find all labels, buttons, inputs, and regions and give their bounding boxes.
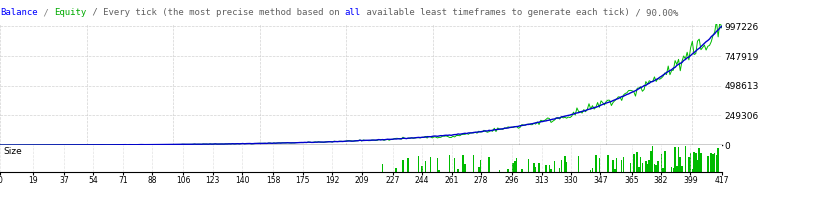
Bar	[629, 163, 631, 172]
Text: all: all	[344, 8, 360, 17]
Bar	[620, 160, 622, 172]
Bar	[563, 156, 565, 172]
Bar	[660, 154, 661, 172]
Bar	[649, 151, 651, 172]
Bar	[696, 160, 698, 172]
Bar	[448, 155, 450, 172]
Bar	[692, 152, 694, 172]
Bar	[698, 148, 699, 172]
Bar	[699, 153, 701, 172]
Bar	[395, 168, 396, 172]
Bar	[381, 164, 382, 172]
Bar	[473, 155, 474, 172]
Bar	[507, 169, 509, 172]
Bar	[457, 169, 459, 172]
Bar	[545, 165, 546, 172]
Bar	[488, 157, 489, 172]
Bar	[637, 167, 639, 172]
Bar	[677, 147, 678, 172]
Text: / Every tick (the most precise method based on: / Every tick (the most precise method ba…	[87, 8, 344, 17]
Text: Balance: Balance	[1, 8, 38, 17]
Bar	[402, 160, 403, 172]
Bar	[514, 161, 515, 172]
Text: Size: Size	[3, 147, 22, 156]
Bar	[429, 157, 431, 172]
Bar	[560, 160, 562, 172]
Bar	[553, 161, 554, 172]
Bar	[653, 164, 654, 172]
Bar	[559, 168, 560, 172]
Bar	[417, 156, 419, 172]
Bar	[715, 155, 717, 172]
Bar	[498, 170, 500, 172]
Bar	[407, 158, 409, 172]
Bar	[654, 165, 656, 172]
Bar	[595, 155, 596, 172]
Bar	[462, 155, 464, 172]
Bar	[532, 163, 534, 172]
Bar	[615, 158, 617, 172]
Bar	[537, 163, 539, 172]
Text: /: /	[38, 8, 54, 17]
Bar	[612, 160, 613, 172]
Bar	[690, 169, 692, 172]
Bar	[598, 158, 600, 172]
Bar	[577, 156, 579, 172]
Bar	[673, 147, 675, 172]
Bar	[622, 157, 623, 172]
Bar	[477, 167, 479, 172]
Bar	[548, 165, 550, 172]
Bar	[662, 168, 663, 172]
Bar	[512, 163, 514, 172]
Bar	[464, 164, 465, 172]
Text: Equity: Equity	[54, 8, 87, 17]
Bar	[717, 148, 718, 172]
Bar	[424, 161, 426, 172]
Bar	[681, 166, 682, 172]
Bar	[565, 162, 567, 172]
Bar	[591, 168, 592, 172]
Bar	[613, 169, 615, 172]
Bar	[534, 167, 536, 172]
Bar	[706, 156, 708, 172]
Bar	[640, 163, 642, 172]
Bar	[646, 164, 648, 172]
Bar	[639, 157, 640, 172]
Text: available least timeframes to generate each tick): available least timeframes to generate e…	[360, 8, 629, 17]
Bar	[672, 168, 673, 172]
Bar	[675, 166, 676, 172]
Bar	[684, 146, 686, 172]
Bar	[421, 166, 423, 172]
Bar	[709, 153, 711, 172]
Bar	[520, 169, 522, 172]
Bar	[479, 160, 481, 172]
Bar	[651, 146, 653, 172]
Bar	[648, 160, 649, 172]
Text: / 90.00%: / 90.00%	[629, 8, 677, 17]
Bar	[636, 152, 637, 172]
Bar	[527, 159, 529, 172]
Bar	[550, 169, 551, 172]
Bar	[712, 154, 713, 172]
Bar	[663, 151, 665, 172]
Bar	[632, 154, 634, 172]
Bar	[656, 161, 658, 172]
Bar	[687, 157, 689, 172]
Bar	[713, 153, 715, 172]
Bar	[515, 158, 517, 172]
Bar	[606, 155, 608, 172]
Bar	[645, 161, 646, 172]
Bar	[689, 153, 690, 172]
Bar	[679, 157, 681, 172]
Bar	[454, 158, 455, 172]
Bar	[670, 167, 672, 172]
Bar	[438, 170, 440, 172]
Bar	[589, 170, 590, 172]
